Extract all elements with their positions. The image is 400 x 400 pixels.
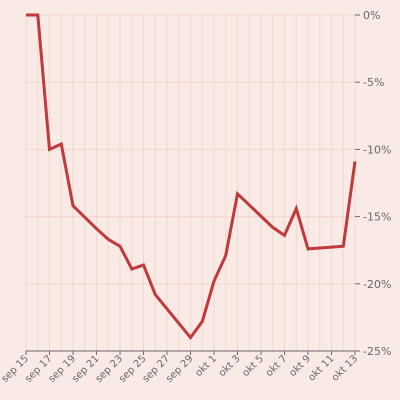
y-tick-label: -10% <box>363 143 391 156</box>
x-tick-label: okt 3 <box>217 353 243 379</box>
x-tick-label: okt 1 <box>193 353 219 379</box>
y-tick-label: -15% <box>363 211 391 224</box>
x-gridlines <box>25 15 356 351</box>
y-tick-label: 0% <box>363 9 380 22</box>
y-tick-label: -20% <box>363 278 391 291</box>
series-group <box>26 13 357 341</box>
series-line <box>26 13 357 341</box>
x-tick-label: okt 13 <box>330 353 360 383</box>
y-axis-ticks: 0% -5% -10% -15% -20% -25% <box>355 9 391 358</box>
y-tick-label: -25% <box>363 345 391 358</box>
y-tick-label: -5% <box>363 76 384 89</box>
x-tick-label: okt 5 <box>240 353 266 379</box>
x-tick-label: okt 7 <box>264 353 290 379</box>
